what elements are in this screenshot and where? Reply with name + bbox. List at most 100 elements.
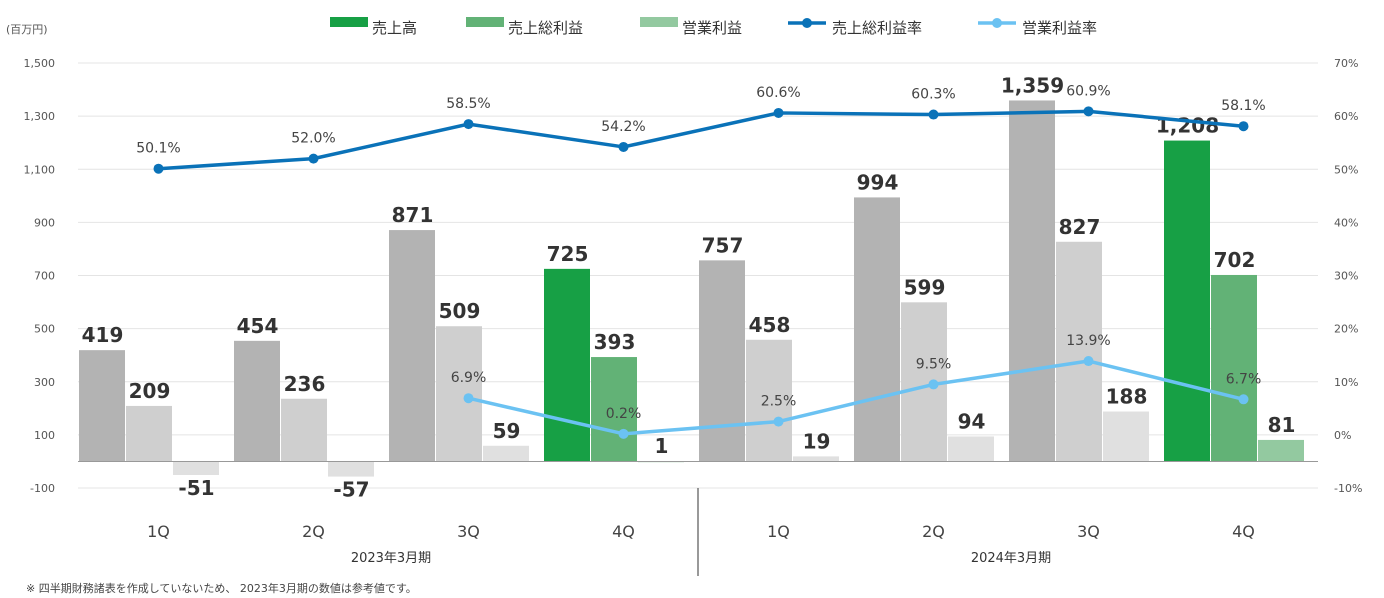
sales-bar: [234, 340, 280, 462]
gross-margin-line: [158, 109, 1244, 171]
sales-bar: [544, 268, 590, 462]
operating-margin-label: 2.5%: [761, 394, 797, 410]
operating-profit-bar: [793, 456, 839, 462]
sales-value-label: 871: [392, 203, 434, 227]
gross-profit-bar: [126, 405, 172, 462]
footnote: ※ 四半期財務諸表を作成していないため、 2023年3月期の数値は参考値です。: [26, 581, 417, 595]
x-tick-label: 4Q: [1232, 522, 1255, 541]
legend-operating-profit-label: 営業利益: [682, 19, 742, 37]
operating-margin-label: 0.2%: [606, 406, 642, 422]
gross-margin-label: 54.2%: [601, 119, 645, 135]
sales-bar: [1009, 100, 1055, 462]
gross-margin-label: 60.3%: [911, 87, 955, 103]
legend-operating-margin-marker: [992, 18, 1002, 28]
operating-margin-line: [468, 359, 1244, 436]
legend-operating-profit-swatch: [640, 17, 678, 27]
operating-profit-bar: [1258, 439, 1304, 462]
gross-profit-value-label: 599: [904, 275, 946, 299]
y-right-tick-label: 0%: [1334, 429, 1351, 442]
operating-profit-value-label: -57: [333, 478, 369, 502]
legend-sales-label: 売上高: [372, 19, 417, 37]
y-left-tick-label: 1,500: [24, 57, 56, 70]
x-tick-label: 2Q: [922, 522, 945, 541]
legend-sales-swatch: [330, 17, 368, 27]
gross-margin-point: [153, 163, 164, 174]
y-right-tick-label: 40%: [1334, 216, 1358, 229]
y-left-tick-label: -100: [30, 482, 55, 495]
sales-bar: [1164, 140, 1210, 462]
operating-profit-value-label: 188: [1106, 385, 1148, 409]
sales-bar: [79, 350, 125, 462]
gross-profit-value-label: 393: [594, 330, 636, 354]
y-right-tick-label: 50%: [1334, 163, 1358, 176]
gross-profit-bar: [1056, 241, 1102, 462]
operating-margin-label: 9.5%: [916, 356, 952, 372]
gross-profit-value-label: 702: [1214, 248, 1256, 272]
period-label: 2023年3月期: [351, 551, 431, 566]
gross-margin-point: [773, 107, 784, 118]
gross-margin-point: [1083, 106, 1094, 117]
y-left-tick-label: 900: [34, 216, 55, 229]
sales-value-label: 419: [82, 323, 124, 347]
legend-gross-margin-marker: [802, 18, 812, 28]
y-right-tick-label: 10%: [1334, 376, 1358, 389]
gross-profit-value-label: 236: [284, 372, 326, 396]
gross-profit-value-label: 458: [749, 313, 791, 337]
operating-profit-bar: [173, 461, 219, 475]
operating-profit-bar: [483, 445, 529, 462]
y-left-tick-label: 300: [34, 376, 55, 389]
legend-operating-margin-label: 営業利益率: [1022, 19, 1097, 37]
x-tick-label: 1Q: [147, 522, 170, 541]
operating-margin-label: 13.9%: [1066, 333, 1110, 349]
x-tick-label: 1Q: [767, 522, 790, 541]
gross-margin-label: 60.6%: [756, 85, 800, 101]
gross-profit-bar: [746, 339, 792, 462]
gross-margin-label: 58.1%: [1221, 98, 1265, 114]
gross-margin-label: 58.5%: [446, 96, 490, 112]
operating-margin-point: [463, 393, 474, 404]
legend-gross-profit-label: 売上総利益: [508, 19, 583, 37]
gross-margin-label: 50.1%: [136, 141, 180, 157]
operating-profit-value-label: -51: [178, 476, 214, 500]
y-left-tick-label: 100: [34, 429, 55, 442]
operating-profit-value-label: 59: [493, 419, 521, 443]
operating-profit-value-label: 94: [958, 409, 986, 433]
operating-margin-point: [773, 416, 784, 427]
gross-profit-value-label: 827: [1059, 215, 1101, 239]
gross-profit-bar: [281, 398, 327, 462]
x-tick-label: 2Q: [302, 522, 325, 541]
gross-margin-label: 52.0%: [291, 131, 335, 147]
y-right-tick-label: 70%: [1334, 57, 1358, 70]
gross-margin-point: [308, 153, 319, 164]
sales-value-label: 1,359: [1001, 73, 1064, 97]
operating-margin-point: [1083, 356, 1094, 367]
operating-margin-label: 6.7%: [1226, 371, 1262, 387]
y-right-tick-label: 30%: [1334, 270, 1358, 283]
gross-margin-point: [618, 141, 629, 152]
gross-margin-point: [1238, 121, 1249, 132]
x-tick-label: 3Q: [1077, 522, 1100, 541]
gross-profit-value-label: 209: [129, 379, 171, 403]
period-label: 2024年3月期: [971, 551, 1051, 566]
gross-margin-label: 60.9%: [1066, 83, 1110, 99]
sales-bar: [389, 230, 435, 462]
y-left-tick-label: 500: [34, 323, 55, 336]
sales-bar: [699, 260, 745, 462]
sales-value-label: 454: [237, 314, 279, 338]
sales-value-label: 757: [702, 233, 744, 257]
operating-margin-point: [618, 428, 629, 439]
y-left-tick-label: 1,100: [24, 163, 56, 176]
legend-gross-margin-label: 売上総利益率: [832, 19, 922, 37]
sales-value-label: 994: [857, 170, 899, 194]
gross-margin-point: [928, 109, 939, 120]
y-right-tick-label: 60%: [1334, 110, 1358, 123]
gross-profit-bar: [591, 357, 637, 462]
operating-margin-point: [1238, 394, 1249, 405]
operating-profit-value-label: 1: [655, 434, 669, 458]
sales-bar: [854, 197, 900, 462]
y-left-tick-label: 1,300: [24, 110, 56, 123]
y-left-tick-label: 700: [34, 270, 55, 283]
operating-margin-label: 6.9%: [451, 370, 487, 386]
